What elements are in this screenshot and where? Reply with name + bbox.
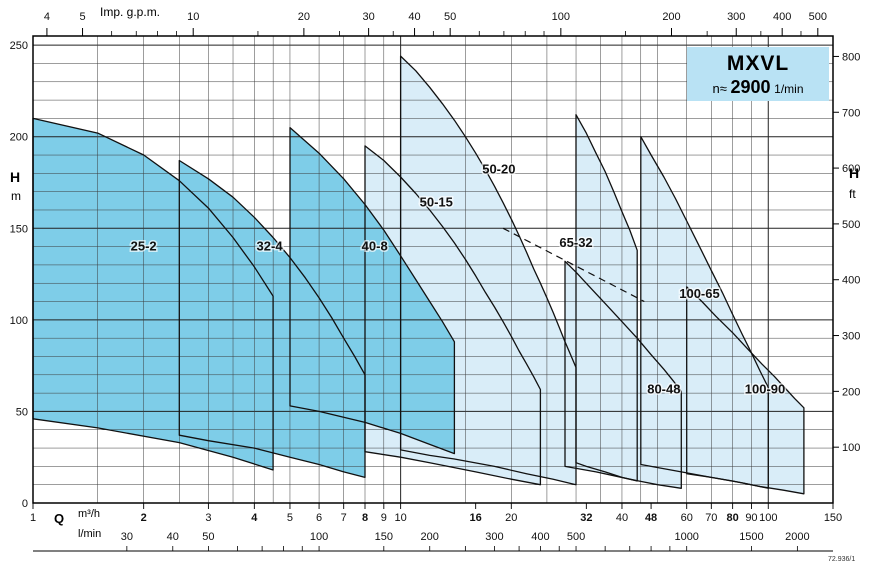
top-tick-label: 200 xyxy=(662,11,680,23)
series-model: MXVL xyxy=(726,52,790,75)
top-tick-label: 400 xyxy=(773,11,791,23)
q-axis-name: Q xyxy=(54,511,65,526)
q-m3h-label: 16 xyxy=(470,512,482,524)
region-65-32-outline xyxy=(575,114,638,482)
left-tick-label: 250 xyxy=(10,40,28,52)
q-m3h-label: 2 xyxy=(141,512,147,524)
q-m3h-label: 70 xyxy=(705,512,717,524)
left-tick-label: 50 xyxy=(16,406,28,418)
right-tick-label: 500 xyxy=(842,219,860,231)
right-tick-label: 200 xyxy=(842,386,860,398)
series-speed-unit: 1/min xyxy=(774,82,804,96)
region-100-90-fill xyxy=(686,286,804,494)
series-speed-prefix: n≈ xyxy=(712,81,727,96)
q-lmin-label: 2000 xyxy=(785,531,809,543)
right-tick-label: 800 xyxy=(842,51,860,63)
q-m3h-label: 150 xyxy=(824,512,842,524)
region-label-50-15: 50-15 xyxy=(420,195,453,210)
series-speed-value: 2900 xyxy=(730,77,771,97)
region-100-90-outline xyxy=(686,286,805,495)
right-axis-name: H xyxy=(849,165,860,181)
left-tick-label: 150 xyxy=(10,223,28,235)
top-tick-label: 30 xyxy=(362,11,374,23)
series-speed: n≈ 2900 1/min xyxy=(687,77,829,98)
q-m3h-label: 5 xyxy=(287,512,293,524)
region-label-100-65: 100-65 xyxy=(679,286,719,301)
region-label-80-48: 80-48 xyxy=(647,381,680,396)
q-lmin-label: 300 xyxy=(485,531,503,543)
q-lmin-label: 1500 xyxy=(739,531,763,543)
region-label-65-32: 65-32 xyxy=(559,235,592,250)
left-tick-label: 100 xyxy=(10,315,28,327)
right-tick-label: 100 xyxy=(842,442,860,454)
region-label-32-4: 32-4 xyxy=(257,239,284,254)
q-m3h-unit: m³/h xyxy=(78,508,100,520)
region-40-8-outline xyxy=(289,126,456,455)
region-label-40-8: 40-8 xyxy=(362,239,388,254)
q-m3h-label: 6 xyxy=(316,512,322,524)
q-lmin-label: 500 xyxy=(567,531,585,543)
top-tick-label: 100 xyxy=(552,11,570,23)
q-m3h-label: 40 xyxy=(616,512,628,524)
top-tick-label: 40 xyxy=(408,11,420,23)
q-lmin-label: 40 xyxy=(167,531,179,543)
q-m3h-label: 90 xyxy=(745,512,757,524)
q-m3h-label: 32 xyxy=(580,512,592,524)
left-tick-label: 0 xyxy=(22,498,28,510)
doc-number: 72.936/1 xyxy=(828,556,856,563)
left-axis-unit: m xyxy=(11,189,21,203)
q-m3h-label: 4 xyxy=(251,512,258,524)
q-m3h-label: 1 xyxy=(30,512,36,524)
q-m3h-label: 9 xyxy=(381,512,387,524)
imp-gpm-label: Imp. g.p.m. xyxy=(100,5,161,19)
q-m3h-label: 10 xyxy=(395,512,407,524)
q-m3h-label: 48 xyxy=(645,512,657,524)
q-m3h-label: 100 xyxy=(759,512,777,524)
region-40-8-fill xyxy=(290,127,455,454)
left-axis-name: H xyxy=(10,169,21,185)
right-tick-label: 400 xyxy=(842,275,860,287)
right-tick-label: 600 xyxy=(842,163,860,175)
top-tick-label: 50 xyxy=(444,11,456,23)
region-32-4-outline xyxy=(178,159,366,479)
top-tick-label: 10 xyxy=(187,11,199,23)
q-m3h-label: 80 xyxy=(727,512,739,524)
q-lmin-label: 50 xyxy=(202,531,214,543)
right-tick-label: 300 xyxy=(842,331,860,343)
q-m3h-label: 8 xyxy=(362,512,368,524)
q-m3h-label: 60 xyxy=(681,512,693,524)
right-axis-unit: ft xyxy=(849,187,856,201)
region-label-25-2: 25-2 xyxy=(131,239,157,254)
q-lmin-label: 30 xyxy=(121,531,133,543)
top-tick-label: 5 xyxy=(79,11,85,23)
region-label-50-20: 50-20 xyxy=(482,162,515,177)
dashed-guide-line xyxy=(502,227,645,303)
region-50-20-outline xyxy=(399,55,577,486)
q-m3h-label: 3 xyxy=(205,512,211,524)
right-tick-label: 700 xyxy=(842,107,860,119)
top-tick-label: 500 xyxy=(809,11,827,23)
q-lmin-label: 1000 xyxy=(674,531,698,543)
q-lmin-label: 150 xyxy=(375,531,393,543)
region-label-100-90: 100-90 xyxy=(745,381,785,396)
q-lmin-label: 200 xyxy=(421,531,439,543)
region-50-15-outline xyxy=(364,145,542,486)
series-badge: MXVL n≈ 2900 1/min xyxy=(687,47,829,101)
q-lmin-unit: l/min xyxy=(78,528,102,540)
top-tick-label: 20 xyxy=(298,11,310,23)
region-25-2-outline xyxy=(32,117,274,471)
q-m3h-label: 20 xyxy=(505,512,517,524)
q-m3h-label: 7 xyxy=(341,512,347,524)
q-lmin-label: 100 xyxy=(310,531,328,543)
q-lmin-label: 400 xyxy=(531,531,549,543)
top-tick-label: 300 xyxy=(727,11,745,23)
top-tick-label: 4 xyxy=(44,11,50,23)
region-80-48-outline xyxy=(564,260,682,489)
left-tick-label: 200 xyxy=(10,132,28,144)
